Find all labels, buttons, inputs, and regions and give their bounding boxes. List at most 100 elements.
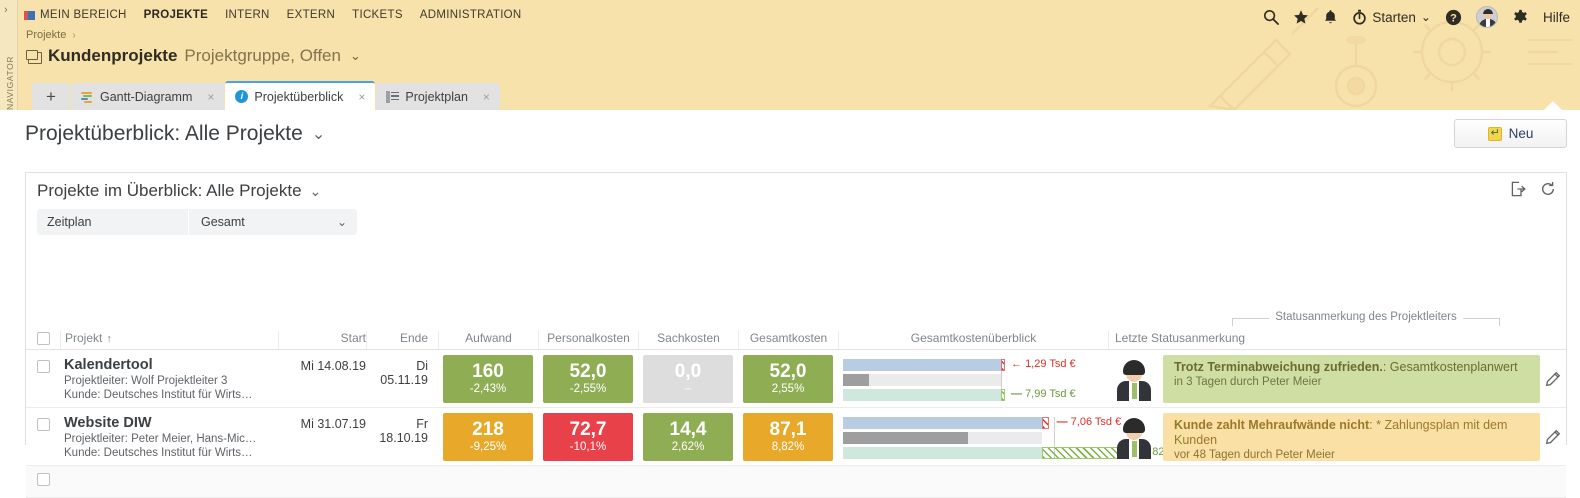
refresh-icon[interactable] [1540, 181, 1556, 202]
project-name[interactable]: Kalendertool [64, 357, 274, 374]
help-circle-icon[interactable]: ? [1445, 9, 1462, 26]
kpi-value: 160 [472, 362, 504, 382]
search-icon[interactable] [1263, 9, 1279, 25]
add-tab-button[interactable]: + [32, 83, 70, 110]
column-header-sachkosten[interactable]: Sachkosten [638, 331, 738, 349]
chevron-down-icon[interactable]: ⌄ [1421, 10, 1431, 24]
close-icon[interactable]: × [207, 90, 214, 104]
gear-icon[interactable] [1512, 9, 1529, 26]
table-row[interactable]: Website DIW Projektleiter: Peter Meier, … [26, 408, 1566, 466]
avatar[interactable] [1476, 6, 1498, 28]
project-customer: Kunde: Deutsches Institut für Wirts… [64, 388, 274, 402]
table-header-row: Projekt↑ Start Ende Aufwand Personalkost… [26, 325, 1566, 350]
navigator-rail[interactable]: › NAVIGATOR [0, 0, 18, 110]
page-title-bar: Projektüberblick: Alle Projekte ⌄ Neu [18, 110, 1580, 172]
project-manager-label: Projektleiter: [64, 433, 128, 445]
status-note-bubble[interactable]: Kunde zahlt Mehraufwände nicht: * Zahlun… [1163, 413, 1540, 461]
chevron-down-icon[interactable]: ⌄ [310, 183, 322, 200]
hilfe-link[interactable]: Hilfe [1543, 10, 1570, 25]
remaining-bar [968, 432, 1042, 444]
starten-button[interactable]: Starten ⌄ [1352, 9, 1431, 25]
filter-select[interactable]: Gesamt ⌄ [189, 209, 357, 235]
tab-label: Projektüberblick [254, 90, 343, 104]
cell-statusanmerkung: Trotz Terminabweichung zufrieden.: Gesam… [1108, 350, 1566, 407]
cell-projekt[interactable]: Kalendertool Projektleiter: Wolf Projekt… [60, 350, 278, 407]
status-note-meta: vor 48 Tagen durch Peter Meier [1174, 448, 1530, 461]
main-menu[interactable]: MEIN BEREICH PROJEKTE INTERN EXTERN TICK… [24, 6, 522, 24]
chevron-down-icon[interactable]: ⌄ [350, 48, 361, 64]
column-header-ende[interactable]: Ende [366, 331, 438, 349]
column-header-projekt[interactable]: Projekt↑ [60, 331, 278, 349]
column-header-start[interactable]: Start [278, 331, 366, 349]
status-note-title-bold: Kunde zahlt Mehraufwände nicht [1174, 418, 1369, 432]
navigator-expand-icon[interactable]: › [4, 4, 8, 16]
column-header-letzte-statusanmerkung[interactable]: Letzte Statusanmerkung [1108, 331, 1566, 349]
kpi-aufwand: 160 -2,43% [438, 350, 538, 407]
chevron-down-icon[interactable]: ⌄ [312, 124, 325, 144]
tab-projektueberblick[interactable]: i Projektüberblick × [225, 81, 375, 110]
menu-item-projekte[interactable]: PROJEKTE [144, 9, 208, 21]
stopwatch-icon [1352, 9, 1367, 25]
cell-statusanmerkung: Kunde zahlt Mehraufwände nicht: * Zahlun… [1108, 408, 1566, 465]
svg-text:?: ? [1450, 12, 1457, 24]
actual-bar [843, 374, 869, 386]
header-tools[interactable]: Starten ⌄ ? Hilfe [1263, 4, 1570, 30]
tab-strip[interactable]: + Gantt-Diagramm × i Projektüberblick × … [18, 80, 1580, 110]
chevron-down-icon[interactable]: ⌄ [337, 215, 347, 229]
row-checkbox[interactable] [26, 350, 60, 407]
column-header-personalkosten[interactable]: Personalkosten [538, 331, 638, 349]
project-manager: Projektleiter: Peter Meier, Hans-Mic… [64, 432, 274, 446]
sort-ascending-icon: ↑ [106, 333, 112, 345]
tab-gantt-diagramm[interactable]: Gantt-Diagramm × [71, 83, 224, 110]
column-header-gesamtkosten[interactable]: Gesamtkosten [738, 331, 838, 349]
project-manager-value: Peter Meier, Hans-Mic… [131, 433, 256, 445]
tab-overflow-pointer-icon [1544, 101, 1562, 110]
page-heading-subtitle: Projektgruppe, Offen [184, 46, 341, 66]
menu-item-intern[interactable]: INTERN [225, 9, 270, 21]
kpi-value: 218 [472, 420, 504, 440]
new-button[interactable]: Neu [1454, 119, 1567, 148]
deviation-hatch-budget [1001, 389, 1005, 401]
project-name[interactable]: Website DIW [64, 415, 274, 432]
close-icon[interactable]: × [358, 90, 365, 104]
kpi-value: 52,0 [570, 362, 607, 382]
menu-item-mein-bereich[interactable]: MEIN BEREICH [24, 9, 127, 21]
remaining-bar [869, 374, 1001, 386]
export-icon[interactable] [1510, 181, 1526, 202]
column-header-gesamtkostenueberblick[interactable]: Gesamtkostenüberblick [838, 331, 1108, 349]
star-icon[interactable] [1293, 9, 1309, 25]
menu-item-administration[interactable]: ADMINISTRATION [420, 9, 522, 21]
select-all-checkbox[interactable] [26, 332, 60, 349]
kpi-delta: 8,82% [772, 440, 805, 454]
edit-pencil-icon[interactable] [1540, 429, 1566, 445]
filter-group[interactable]: Zeitplan Gesamt ⌄ [37, 209, 357, 235]
cell-gesamtkostenueberblick: ← 1,29 Tsd € — 7,99 Tsd € [838, 350, 1108, 407]
row-checkbox[interactable] [26, 466, 60, 486]
table-row[interactable]: Kalendertool Projektleiter: Wolf Projekt… [26, 350, 1566, 408]
column-header-aufwand[interactable]: Aufwand [438, 331, 538, 349]
menu-item-tickets[interactable]: TICKETS [352, 9, 403, 21]
table-new-row[interactable] [26, 466, 1566, 498]
panel-title: Projekte im Überblick: Alle Projekte ⌄ [37, 181, 321, 201]
status-note-bubble[interactable]: Trotz Terminabweichung zufrieden.: Gesam… [1163, 355, 1540, 403]
project-manager: Projektleiter: Wolf Projektleiter 3 [64, 374, 274, 388]
tab-projektplan[interactable]: Projektplan × [376, 83, 500, 110]
kpi-sachkosten: 0,0 – [638, 350, 738, 407]
breadcrumb[interactable]: Projekte › [26, 29, 76, 41]
cell-start-date: Mi 14.08.19 [278, 350, 366, 407]
row-checkbox[interactable] [26, 408, 60, 465]
bell-icon[interactable] [1323, 9, 1338, 25]
cost-mini-chart: — 7,06 Tsd € — 82,9 Tsd € [843, 417, 1083, 459]
kpi-delta: -10,1% [570, 440, 606, 454]
project-customer-value: Deutsches Institut für Wirts… [104, 389, 253, 401]
plan-icon [386, 91, 399, 103]
panel-actions[interactable] [1510, 181, 1556, 202]
plan-bar [843, 359, 1001, 371]
breadcrumb-item-projekte[interactable]: Projekte [26, 29, 66, 41]
edit-pencil-icon[interactable] [1540, 371, 1566, 387]
cell-projekt[interactable]: Website DIW Projektleiter: Peter Meier, … [60, 408, 278, 465]
project-manager-value: Wolf Projektleiter 3 [131, 375, 227, 387]
kpi-personalkosten: 72,7 -10,1% [538, 408, 638, 465]
menu-item-extern[interactable]: EXTERN [287, 9, 335, 21]
close-icon[interactable]: × [483, 90, 490, 104]
